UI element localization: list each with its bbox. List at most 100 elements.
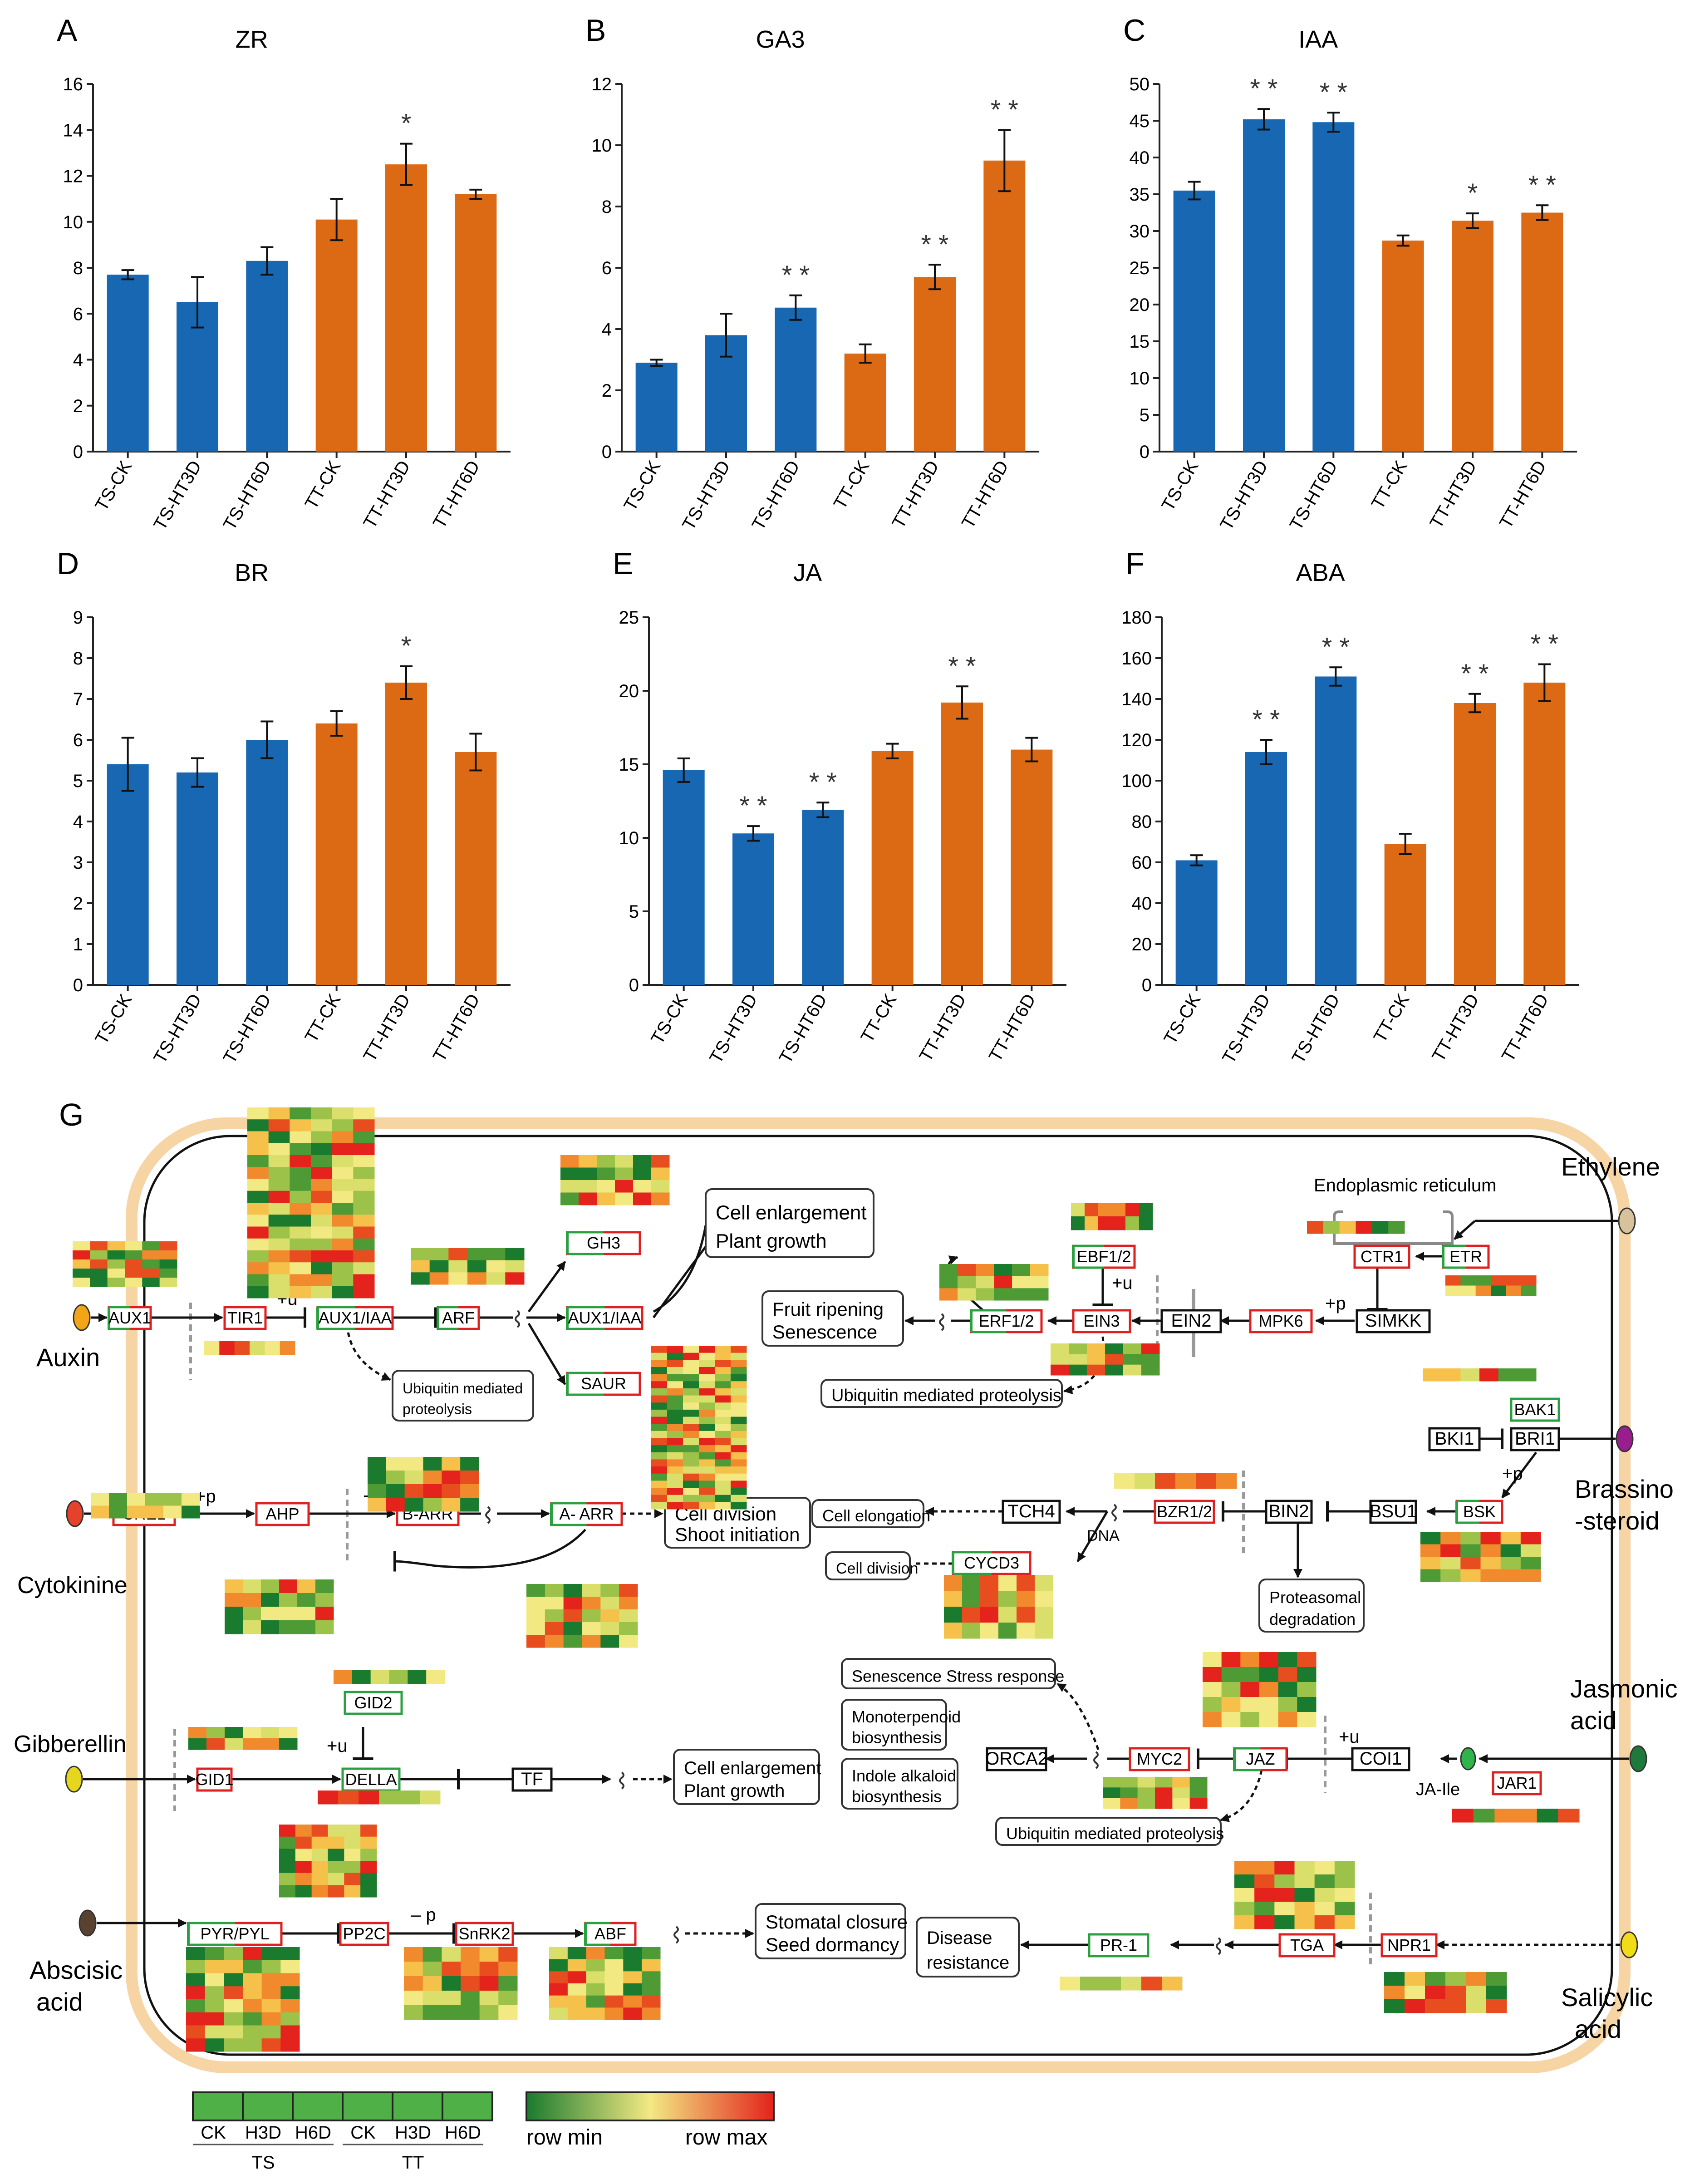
heatmap-cell [423, 1484, 442, 1498]
chart-panel-D: D BR 0 1 2 3 4 5 6 7 8 9 TS-CK TS-HT3D TS-HT6D TT-CK TT-… [57, 546, 511, 1067]
outcome-box [841, 1658, 1056, 1689]
y-tick-label: 160 [1121, 649, 1152, 669]
x-tick-label: TS-HT6D [776, 991, 831, 1067]
gene-etr: ETR [1442, 1244, 1490, 1269]
mod-p3: +p [1325, 1294, 1346, 1313]
heatmap-cell [731, 1431, 747, 1438]
heatmap-cell [549, 1959, 568, 1972]
heatmap-cell [1234, 1861, 1255, 1875]
heatmap-cell [1297, 1667, 1317, 1682]
gene-label: CTR1 [1361, 1247, 1403, 1266]
heatmap-cell [163, 1493, 182, 1506]
heatmap-cell [268, 1274, 290, 1287]
heatmap-cell [353, 1286, 375, 1299]
heatmap-cell [1141, 1343, 1160, 1354]
heatmap-cell [311, 1873, 328, 1885]
heatmap-cell [1203, 1682, 1222, 1697]
heatmap-cell [404, 1991, 423, 2006]
gene-label: BSK [1463, 1502, 1496, 1521]
heatmap-cell [408, 1670, 427, 1684]
heatmap-cell [186, 1960, 206, 1973]
heatmap-cell [563, 1635, 582, 1648]
heatmap [247, 1107, 375, 1299]
heatmap-cell [586, 1959, 605, 1972]
heatmap-cell [651, 1395, 668, 1403]
heatmap-cell [261, 1986, 281, 2000]
heatmap-cell [328, 1825, 344, 1837]
heatmap-cell [600, 1635, 619, 1648]
heatmap-cell [360, 1873, 377, 1885]
heatmap-cell [1120, 1777, 1138, 1788]
outcome-text: Cell enlargement [684, 1758, 821, 1778]
heatmap-cell [600, 1609, 619, 1623]
cytokinine-node [66, 1500, 84, 1527]
outcome-ja_ubiq: Ubiquitin mediated proteolysis [995, 1817, 1224, 1846]
heatmap-cell [279, 1607, 298, 1621]
heatmap-cell [461, 1962, 480, 1977]
x-tick-label: TS-HT6D [1286, 457, 1342, 534]
gene-pp2c: PP2C [339, 1922, 389, 1946]
heatmap-cell [1278, 1682, 1297, 1697]
gene-a_arr: A- ARR [550, 1502, 623, 1526]
heatmap-cell [460, 1457, 479, 1471]
heatmap-cell [205, 1947, 224, 1961]
heatmap-cell [944, 1575, 963, 1591]
heatmap-cell [404, 1498, 423, 1512]
heatmap-cell [247, 1119, 269, 1131]
x-tick-label: TS-CK [620, 457, 664, 514]
heatmap-cell [205, 2012, 224, 2026]
heatmap-cell [1274, 1915, 1295, 1929]
heatmap-cell [998, 1607, 1017, 1623]
heatmap-cell [1479, 1368, 1499, 1382]
heatmap-cell [1162, 1977, 1183, 1991]
heatmap-cell [567, 2007, 587, 2020]
heatmap-cell [667, 1438, 683, 1446]
gene-label: AUX1 [108, 1308, 151, 1327]
mod-u2: +u [327, 1736, 348, 1756]
mod-dna: DNA [1087, 1527, 1120, 1545]
heatmap-cell [268, 1179, 290, 1191]
gene-box [1492, 1771, 1542, 1795]
outcome-text: Seed dormancy [766, 1934, 899, 1955]
heatmap-cell [467, 1248, 487, 1261]
heatmap-cell [1103, 1777, 1120, 1788]
y-tick-label: 5 [73, 771, 83, 791]
outcome-text: Cell elongation [822, 1506, 930, 1525]
heatmap-cell [142, 1278, 160, 1287]
heatmap-cell [1017, 1607, 1035, 1623]
heatmap-cell [247, 1190, 269, 1203]
heatmap-cell [442, 1947, 461, 1962]
heatmap-cell [1172, 1777, 1190, 1788]
heatmap-cell [1203, 1697, 1222, 1712]
heatmap-cell [1297, 1682, 1317, 1697]
cell-wall-inner [143, 1135, 1613, 2056]
heatmap [73, 1241, 177, 1287]
heatmap-cell [295, 1836, 312, 1849]
heatmap-cell [411, 1260, 430, 1273]
heatmap-cell [567, 1971, 587, 1984]
gene-box [1154, 1500, 1215, 1524]
gene-box [1510, 1397, 1560, 1422]
gene-cycd3: CYCD3 [952, 1551, 1032, 1575]
bar [1382, 241, 1424, 452]
heatmap-cell [586, 1995, 605, 2008]
outcome-text: degradation [1269, 1610, 1356, 1628]
br-label-2: -steroid [1575, 1506, 1660, 1535]
heatmap-cell [290, 1155, 311, 1167]
legend-h3d2: H3D [395, 2123, 431, 2143]
heatmap-cell [186, 1999, 206, 2013]
heatmap-cell [247, 1155, 269, 1167]
heatmap-cell [1141, 1354, 1160, 1365]
legend-row-min: row min [526, 2125, 603, 2150]
heatmap-cell [279, 1885, 296, 1898]
heatmap-cell [1087, 1354, 1105, 1365]
x-tick-label: TS-HT6D [1288, 991, 1344, 1067]
heatmap-cell [247, 1203, 269, 1215]
heatmap-cell [1155, 1798, 1173, 1809]
heatmap-cell [683, 1481, 699, 1488]
y-tick-label: 6 [73, 304, 83, 324]
heatmap-cell [315, 1620, 334, 1634]
heatmap-cell [332, 1286, 354, 1299]
heatmap-cell [1030, 1288, 1049, 1301]
